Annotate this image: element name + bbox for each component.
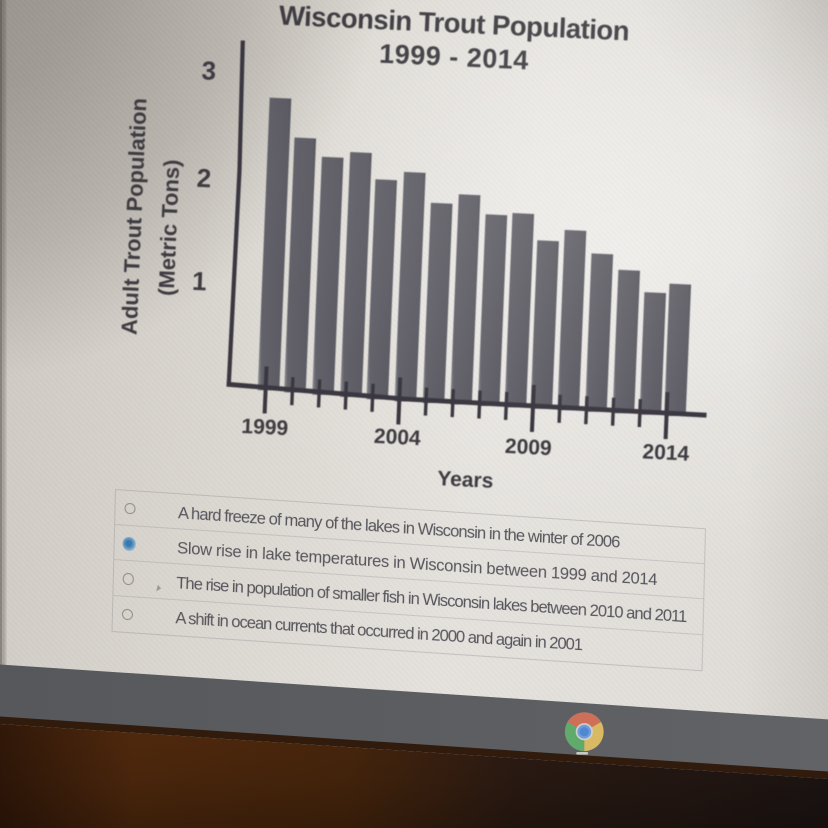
svg-text:1999: 1999 [241, 415, 289, 440]
svg-text:3: 3 [201, 55, 217, 86]
svg-text:2009: 2009 [504, 435, 552, 460]
svg-text:(Metric Tons): (Metric Tons) [154, 159, 185, 296]
svg-text:Adult Trout Population: Adult Trout Population [117, 97, 152, 335]
svg-text:1: 1 [192, 266, 208, 297]
svg-text:2: 2 [196, 163, 212, 194]
svg-text:1999 - 2014: 1999 - 2014 [379, 39, 530, 76]
svg-text:2014: 2014 [642, 440, 690, 465]
svg-text:2004: 2004 [373, 425, 421, 450]
svg-text:Wisconsin Trout Population: Wisconsin Trout Population [278, 0, 629, 46]
svg-text:Years: Years [437, 467, 494, 493]
